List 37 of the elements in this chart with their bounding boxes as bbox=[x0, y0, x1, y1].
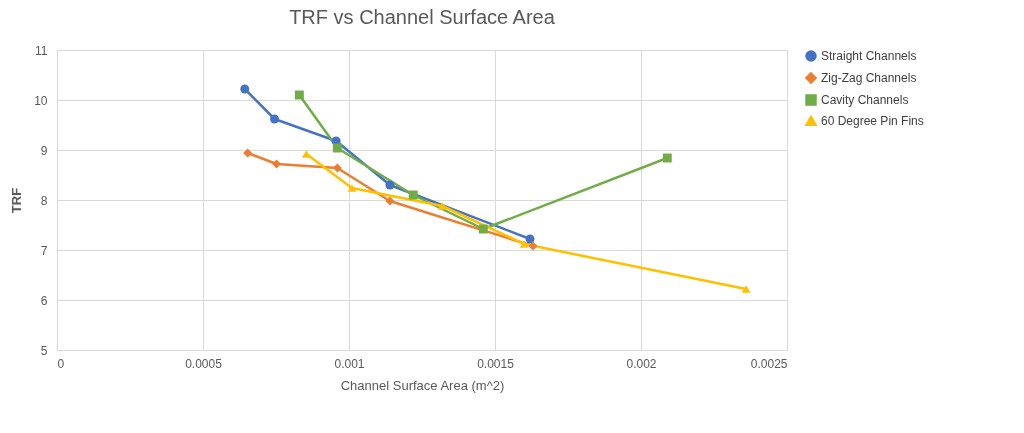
x-tick-label: 0 bbox=[57, 356, 65, 371]
legend-label: Cavity Channels bbox=[821, 93, 909, 107]
chart-title: TRF vs Channel Surface Area bbox=[289, 6, 556, 28]
x-tick-label: 0.002 bbox=[626, 356, 657, 371]
point bbox=[662, 153, 672, 163]
point bbox=[408, 190, 418, 200]
y-tick-label: 8 bbox=[40, 193, 48, 208]
point bbox=[347, 184, 357, 192]
y-tick-label: 11 bbox=[35, 43, 48, 58]
point bbox=[437, 202, 447, 210]
point bbox=[301, 150, 311, 158]
x-tick-label: 0.0005 bbox=[185, 356, 223, 371]
point bbox=[385, 180, 395, 190]
y-tick-label: 7 bbox=[40, 243, 48, 258]
x-tick-label: 0.0025 bbox=[750, 356, 788, 371]
y-tick-label: 6 bbox=[40, 293, 48, 308]
point bbox=[270, 114, 280, 124]
legend-label: 60 Degree Pin Fins bbox=[821, 114, 924, 128]
y-axis-title: TRF bbox=[9, 187, 25, 214]
y-tick-label: 9 bbox=[40, 143, 48, 158]
point bbox=[240, 84, 250, 94]
point bbox=[741, 285, 751, 293]
point bbox=[385, 196, 395, 206]
point bbox=[332, 143, 342, 153]
point bbox=[528, 241, 538, 251]
x-tick-label: 0.001 bbox=[334, 356, 365, 371]
point bbox=[243, 148, 253, 158]
point bbox=[478, 224, 488, 234]
legend-label: Straight Channels bbox=[821, 49, 917, 63]
x-tick-label: 0.0015 bbox=[477, 356, 515, 371]
point bbox=[525, 234, 535, 244]
point bbox=[519, 240, 529, 248]
x-axis-title: Channel Surface Area (m^2) bbox=[340, 377, 505, 393]
y-tick-label: 10 bbox=[34, 93, 48, 108]
legend-label: Zig-Zag Channels bbox=[821, 71, 917, 85]
point bbox=[294, 90, 304, 100]
y-tick-label: 5 bbox=[40, 343, 48, 358]
